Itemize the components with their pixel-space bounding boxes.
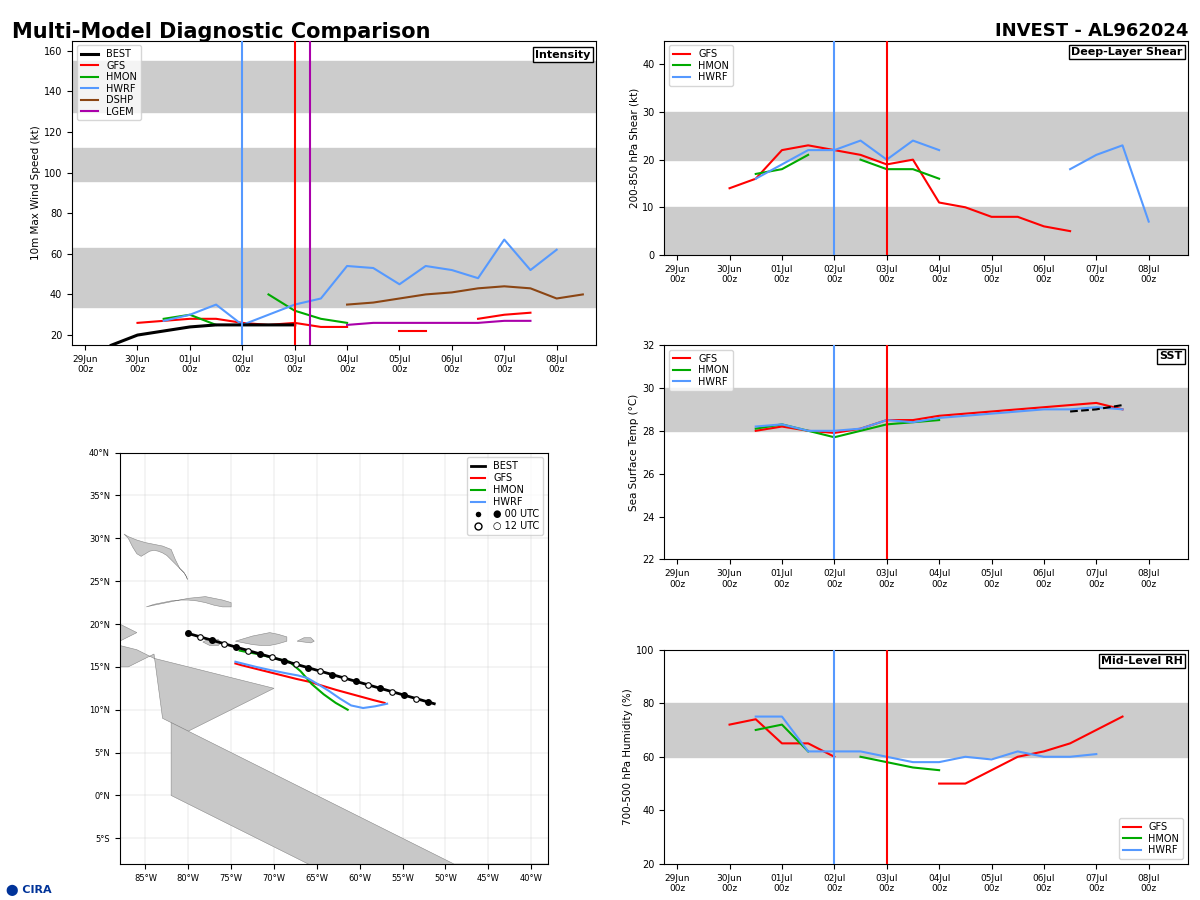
Point bbox=[407, 691, 426, 706]
Text: Multi-Model Diagnostic Comparison: Multi-Model Diagnostic Comparison bbox=[12, 22, 431, 42]
Point bbox=[263, 651, 282, 665]
Bar bbox=[664, 207, 1188, 255]
Point bbox=[335, 670, 354, 685]
Point bbox=[179, 626, 198, 641]
Bar bbox=[664, 703, 1188, 757]
Point bbox=[251, 647, 270, 662]
Polygon shape bbox=[146, 597, 232, 607]
Polygon shape bbox=[172, 723, 548, 900]
Point bbox=[347, 674, 366, 688]
Y-axis label: Sea Surface Temp (°C): Sea Surface Temp (°C) bbox=[629, 393, 640, 511]
Text: SST: SST bbox=[1159, 352, 1183, 362]
Bar bbox=[664, 388, 1188, 431]
Bar bbox=[72, 148, 596, 181]
Text: Mid-Level RH: Mid-Level RH bbox=[1100, 656, 1183, 666]
Point bbox=[395, 688, 414, 702]
Text: ⬤ CIRA: ⬤ CIRA bbox=[6, 885, 52, 895]
Y-axis label: 200-850 hPa Shear (kt): 200-850 hPa Shear (kt) bbox=[629, 87, 640, 208]
Legend: BEST, GFS, HMON, HWRF, DSHP, LGEM: BEST, GFS, HMON, HWRF, DSHP, LGEM bbox=[77, 45, 140, 121]
Legend: BEST, GFS, HMON, HWRF, ● 00 UTC, ○ 12 UTC: BEST, GFS, HMON, HWRF, ● 00 UTC, ○ 12 UT… bbox=[467, 457, 544, 535]
Point bbox=[239, 644, 258, 658]
Y-axis label: 700-500 hPa Humidity (%): 700-500 hPa Humidity (%) bbox=[623, 688, 634, 825]
Legend: GFS, HMON, HWRF: GFS, HMON, HWRF bbox=[668, 350, 733, 391]
Y-axis label: 10m Max Wind Speed (kt): 10m Max Wind Speed (kt) bbox=[31, 125, 41, 260]
Polygon shape bbox=[203, 639, 221, 645]
Polygon shape bbox=[124, 534, 187, 580]
Point bbox=[383, 685, 402, 699]
Legend: GFS, HMON, HWRF: GFS, HMON, HWRF bbox=[668, 45, 733, 86]
Point bbox=[371, 681, 390, 696]
Point bbox=[359, 678, 378, 692]
Point bbox=[227, 640, 246, 654]
Polygon shape bbox=[17, 581, 274, 731]
Legend: GFS, HMON, HWRF: GFS, HMON, HWRF bbox=[1120, 818, 1183, 860]
Bar bbox=[72, 61, 596, 112]
Point bbox=[323, 668, 342, 682]
Point bbox=[287, 657, 306, 671]
Text: Deep-Layer Shear: Deep-Layer Shear bbox=[1072, 47, 1183, 57]
Point bbox=[215, 636, 234, 651]
Polygon shape bbox=[94, 616, 137, 645]
Polygon shape bbox=[235, 633, 287, 645]
Polygon shape bbox=[298, 638, 314, 643]
Point bbox=[203, 633, 222, 647]
Point bbox=[311, 664, 330, 679]
Text: INVEST - AL962024: INVEST - AL962024 bbox=[995, 22, 1188, 40]
Point bbox=[191, 630, 210, 644]
Bar bbox=[664, 112, 1188, 159]
Point bbox=[419, 695, 438, 709]
Bar bbox=[72, 248, 596, 307]
Text: Intensity: Intensity bbox=[535, 50, 590, 59]
Point bbox=[299, 661, 318, 675]
Point bbox=[275, 653, 294, 668]
